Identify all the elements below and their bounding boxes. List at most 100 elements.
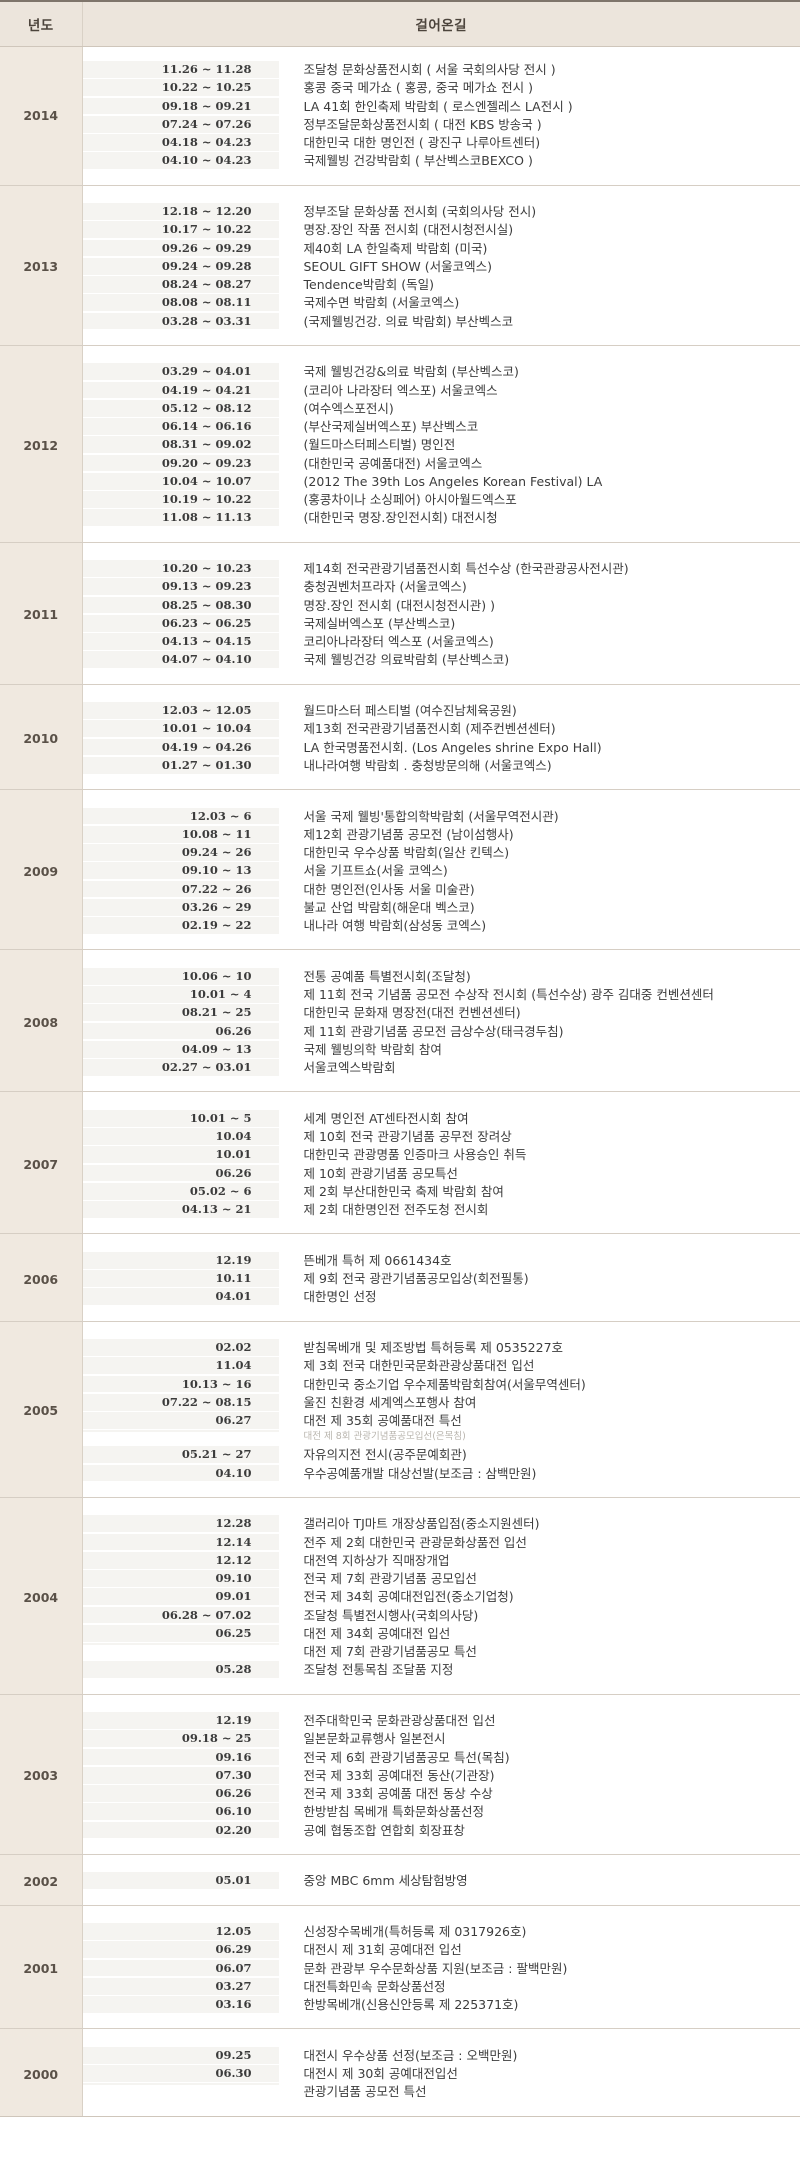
entry-date: 06.26 [83, 1023, 279, 1040]
entry-date: 02.20 [83, 1822, 279, 1839]
entry-text: 제 10회 관광기념품 공모특선 [279, 1165, 800, 1183]
entry-text: 제 11회 관광기념품 공모전 금상수상(태극경두침) [279, 1023, 800, 1041]
entry-text: 대전특화민속 문화상품선정 [279, 1978, 800, 1996]
entry-text: 대전 제 35회 공예품대전 특선 [279, 1412, 800, 1430]
entry-text: 조달청 문화상품전시회 ( 서울 국회의사당 전시 ) [279, 61, 800, 79]
entry-text: 제 3회 전국 대한민국문화관광상품대전 입선 [279, 1357, 800, 1375]
entry-date: 04.01 [83, 1288, 279, 1305]
entry-text: 대한민국 중소기업 우수제품박람회참여(서울무역센터) [279, 1376, 800, 1394]
entry-row: 10.04 ~ 10.07(2012 The 39th Los Angeles … [83, 473, 800, 491]
entry-text: 제 2회 부산대한민국 축제 박람회 참여 [279, 1183, 800, 1201]
entry-date: 12.19 [83, 1252, 279, 1269]
entry-text: 월드마스터 페스티벌 (여수진남체육공원) [279, 702, 800, 720]
entry-row: 10.19 ~ 10.22(홍콩차이나 소싱페어) 아시아월드엑스포 [83, 491, 800, 509]
year-cell: 2000 [0, 2033, 82, 2116]
year-cell: 2007 [0, 1096, 82, 1234]
entry-text: 홍콩 중국 메가쇼 ( 홍콩, 중국 메가쇼 전시 ) [279, 79, 800, 97]
entry-text: 제 11회 전국 기념품 공모전 수상작 전시회 (특선수상) 광주 김대중 컨… [279, 986, 800, 1004]
entry-date: 06.26 [83, 1785, 279, 1802]
entry-row: 08.31 ~ 09.02(월드마스터페스티벌) 명인전 [83, 436, 800, 454]
entry-date: 08.21 ~ 25 [83, 1004, 279, 1021]
entry-text: 대한명인 선정 [279, 1288, 800, 1306]
entry-date: 09.24 ~ 09.28 [83, 258, 279, 275]
entry-date: 05.01 [83, 1872, 279, 1889]
entry-date: 02.02 [83, 1339, 279, 1356]
year-cell: 2008 [0, 954, 82, 1092]
entry-text: 대한민국 관광명품 인증마크 사용승인 취득 [279, 1146, 800, 1164]
entry-text: 갤러리아 TJ마트 개장상품입점(중소지원센터) [279, 1515, 800, 1533]
entry-text: 제40회 LA 한일축제 박람회 (미국) [279, 240, 800, 258]
entry-date: 04.18 ~ 04.23 [83, 134, 279, 151]
entry-text: 대한 명인전(인사동 서울 미술관) [279, 881, 800, 899]
entry-text: 일본문화교류행사 일본전시 [279, 1730, 800, 1748]
entry-text: (2012 The 39th Los Angeles Korean Festiv… [279, 473, 800, 491]
entry-text: 정부조달 문화상품 전시회 (국회의사당 전시) [279, 203, 800, 221]
entry-text: 코리아나라장터 엑스포 (서울코엑스) [279, 633, 800, 651]
entry-text: 서울 기프트쇼(서울 코엑스) [279, 862, 800, 880]
entry-text: 우수공예품개발 대상선발(보조금 : 삼백만원) [279, 1465, 800, 1483]
entry-text: 대전 제 7회 관광기념품공모 특선 [279, 1643, 800, 1661]
entry-date: 09.24 ~ 26 [83, 844, 279, 861]
entry-date: 10.06 ~ 10 [83, 968, 279, 985]
entry-date: 03.28 ~ 03.31 [83, 313, 279, 330]
entry-text: 전국 제 7회 관광기념품 공모입선 [279, 1570, 800, 1588]
entry-text: 대전 제 34회 공예대전 입선 [279, 1625, 800, 1643]
entry-date: 09.01 [83, 1588, 279, 1605]
entry-text: (부산국제실버엑스포) 부산벡스코 [279, 418, 800, 436]
column-header-year: 년도 [0, 1, 82, 47]
entry-date: 11.04 [83, 1357, 279, 1374]
entry-date: 02.19 ~ 22 [83, 917, 279, 934]
entry-date: 04.13 ~ 04.15 [83, 633, 279, 650]
entry-text: 한방받침 목베개 특화문화상품선정 [279, 1803, 800, 1821]
entry-text: 중앙 MBC 6mm 세상탐험방영 [279, 1872, 800, 1890]
entry-date: 10.20 ~ 10.23 [83, 560, 279, 577]
entry-date: 04.07 ~ 04.10 [83, 651, 279, 668]
entry-text: Tendence박람회 (독일) [279, 276, 800, 294]
entry-text: 서울코엑스박람회 [279, 1059, 800, 1077]
entry-date: 12.14 [83, 1534, 279, 1551]
entry-text: 제 9회 전국 광관기념품공모입상(회전필통) [279, 1270, 800, 1288]
entry-text: 명장.장인 작품 전시회 (대전시청전시실) [279, 221, 800, 239]
entry-date: 02.27 ~ 03.01 [83, 1059, 279, 1076]
entry-text: LA 41회 한인축제 박람회 ( 로스엔젤레스 LA전시 ) [279, 98, 800, 116]
year-cell: 2010 [0, 688, 82, 790]
year-cell: 2011 [0, 546, 82, 684]
entry-date: 12.03 ~ 6 [83, 808, 279, 825]
entry-text: 국제 웰빙건강 의료박람회 (부산벡스코) [279, 651, 800, 669]
entry-date: 06.10 [83, 1803, 279, 1820]
entry-date: 06.25 [83, 1625, 279, 1642]
entry-text: 명장.장인 전시회 (대전시청전시관) ) [279, 597, 800, 615]
